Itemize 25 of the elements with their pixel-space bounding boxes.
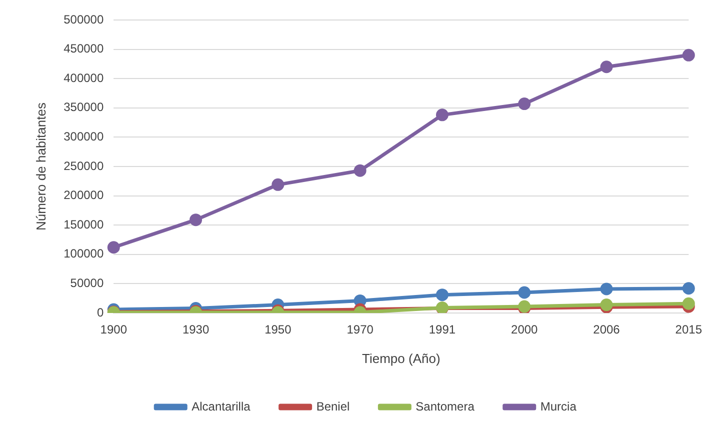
y-tick-label: 300000 [64,130,104,144]
y-tick-label: 250000 [64,158,104,173]
y-tick-label: 450000 [64,42,104,56]
y-tick-label: 400000 [64,70,104,85]
y-axis-title: Número de habitantes [33,102,48,230]
legend-label: Alcantarilla [192,399,251,414]
y-tick-label: 350000 [64,100,104,114]
y-tick-label: 50000 [70,276,104,290]
x-tick-label: 1970 [346,322,374,337]
x-tick-label: 2015 [675,322,702,337]
x-tick-label: 1900 [100,322,128,337]
y-tick-label: 500000 [64,12,104,26]
x-tick-label: 1930 [182,322,210,337]
legend-label: Santomera [416,399,475,414]
legend-label: Beniel [316,399,350,414]
y-tick-label: 200000 [64,188,104,202]
x-axis-title: Tiempo (Año) [362,350,440,366]
x-tick-label: 2000 [511,322,538,337]
x-tick-label: 1991 [428,322,456,337]
y-tick-label: 0 [96,305,104,320]
x-tick-label: 1950 [264,322,292,337]
y-tick-label: 150000 [64,217,104,232]
legend-label: Murcia [540,399,577,414]
y-tick-label: 100000 [64,246,104,261]
x-tick-label: 2006 [593,322,620,337]
